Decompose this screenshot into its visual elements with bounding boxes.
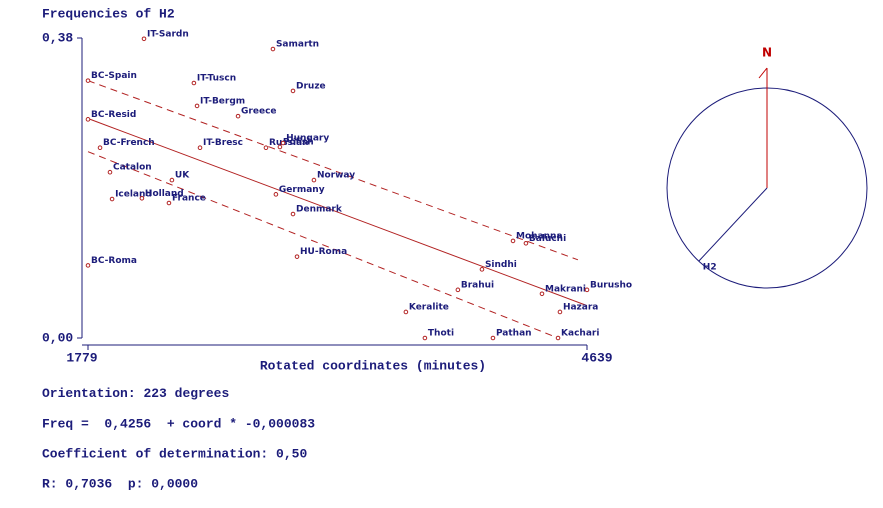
stat-line: R: 0,7036 p: 0,0000 — [42, 476, 198, 491]
point-label: BC-Spain — [91, 71, 137, 81]
point — [555, 335, 561, 341]
point-label: IT-Sardn — [147, 29, 189, 39]
point — [197, 145, 203, 151]
point — [273, 192, 279, 197]
point-label: Burusho — [590, 280, 632, 290]
point — [169, 177, 175, 183]
point — [166, 200, 172, 206]
point-label: BC-Resid — [91, 110, 136, 120]
x-axis-label: Rotated coordinates (minutes) — [260, 358, 486, 373]
stat-line: Freq = 0,4256 + coord * -0,000083 — [42, 416, 315, 431]
point-label: Brahui — [461, 280, 494, 290]
point-label: Iceland — [115, 190, 152, 200]
point-label: Makrani — [545, 284, 586, 294]
orientation-unit: degrees — [175, 386, 230, 401]
point-label: BC-French — [103, 138, 155, 148]
point-label: Hazara — [563, 302, 598, 312]
point-label: Druze — [296, 81, 326, 91]
orientation-text: Orientation: 223 degrees — [42, 386, 229, 401]
orientation-label: H2 — [703, 263, 717, 273]
point — [277, 144, 283, 150]
point — [235, 113, 241, 119]
point — [557, 309, 563, 315]
point — [107, 169, 113, 175]
point-label: Thoti — [428, 329, 454, 339]
point-label: Kachari — [561, 329, 599, 339]
point-label: IT-Bresc — [203, 138, 243, 148]
point — [510, 238, 516, 244]
chart-title: Frequencies of H2 — [42, 6, 175, 21]
point — [403, 309, 409, 315]
orientation-line — [698, 187, 768, 262]
point — [294, 254, 300, 259]
point — [290, 211, 296, 217]
point-label: Samartn — [276, 40, 319, 50]
point — [85, 263, 91, 268]
point-label: Sindhi — [485, 260, 517, 270]
point — [97, 145, 103, 151]
stat-line: Coefficient of determination: 0,50 — [42, 446, 307, 461]
point — [85, 117, 91, 122]
point-label: Keralite — [409, 302, 449, 312]
point-label: Pathan — [496, 329, 532, 339]
point — [539, 291, 545, 297]
point-label: Holland — [145, 189, 184, 199]
point — [290, 88, 296, 94]
x-tick-label: 1779 — [66, 350, 97, 365]
point-label: Polish — [283, 137, 314, 147]
point — [422, 335, 428, 341]
point-label: IT-Bergm — [200, 96, 245, 106]
point-label: BC-Roma — [91, 256, 137, 266]
point — [311, 177, 317, 183]
point — [584, 287, 590, 293]
north-label: N — [762, 46, 772, 60]
y-tick-label: 0,00 — [42, 330, 73, 345]
regression-line — [87, 118, 588, 307]
x-tick-label: 4639 — [581, 350, 612, 365]
point-label: Baluchi — [529, 234, 566, 244]
point-label: Norway — [317, 171, 355, 181]
point — [270, 46, 276, 52]
point — [139, 195, 145, 201]
point — [490, 335, 496, 341]
north-flag — [758, 67, 768, 79]
point — [523, 240, 529, 246]
point-label: Mohanna — [516, 231, 563, 241]
point — [263, 145, 269, 151]
lower-band — [87, 151, 559, 339]
point — [141, 36, 147, 42]
point — [455, 287, 461, 293]
point-label: IT-Tuscn — [197, 74, 236, 84]
point — [194, 103, 200, 109]
point — [191, 80, 197, 86]
orientation-value: 223 — [143, 386, 167, 401]
point-label: France — [172, 194, 206, 204]
point-label: Denmark — [296, 205, 343, 215]
point — [479, 267, 485, 272]
point-label: UK — [175, 171, 190, 181]
point-label: Russian — [269, 138, 309, 148]
y-tick-label: 0,38 — [42, 30, 73, 45]
point — [85, 78, 91, 83]
point-label: Greece — [241, 107, 276, 117]
orientation-label-text: Orientation: — [42, 386, 136, 401]
point — [280, 140, 286, 146]
point-label: Germany — [279, 185, 325, 195]
upper-band — [87, 80, 579, 261]
point-label: Catalon — [113, 163, 152, 173]
point-label: HU-Roma — [300, 247, 347, 257]
point-label: Hungary — [286, 134, 329, 144]
point — [109, 196, 115, 202]
